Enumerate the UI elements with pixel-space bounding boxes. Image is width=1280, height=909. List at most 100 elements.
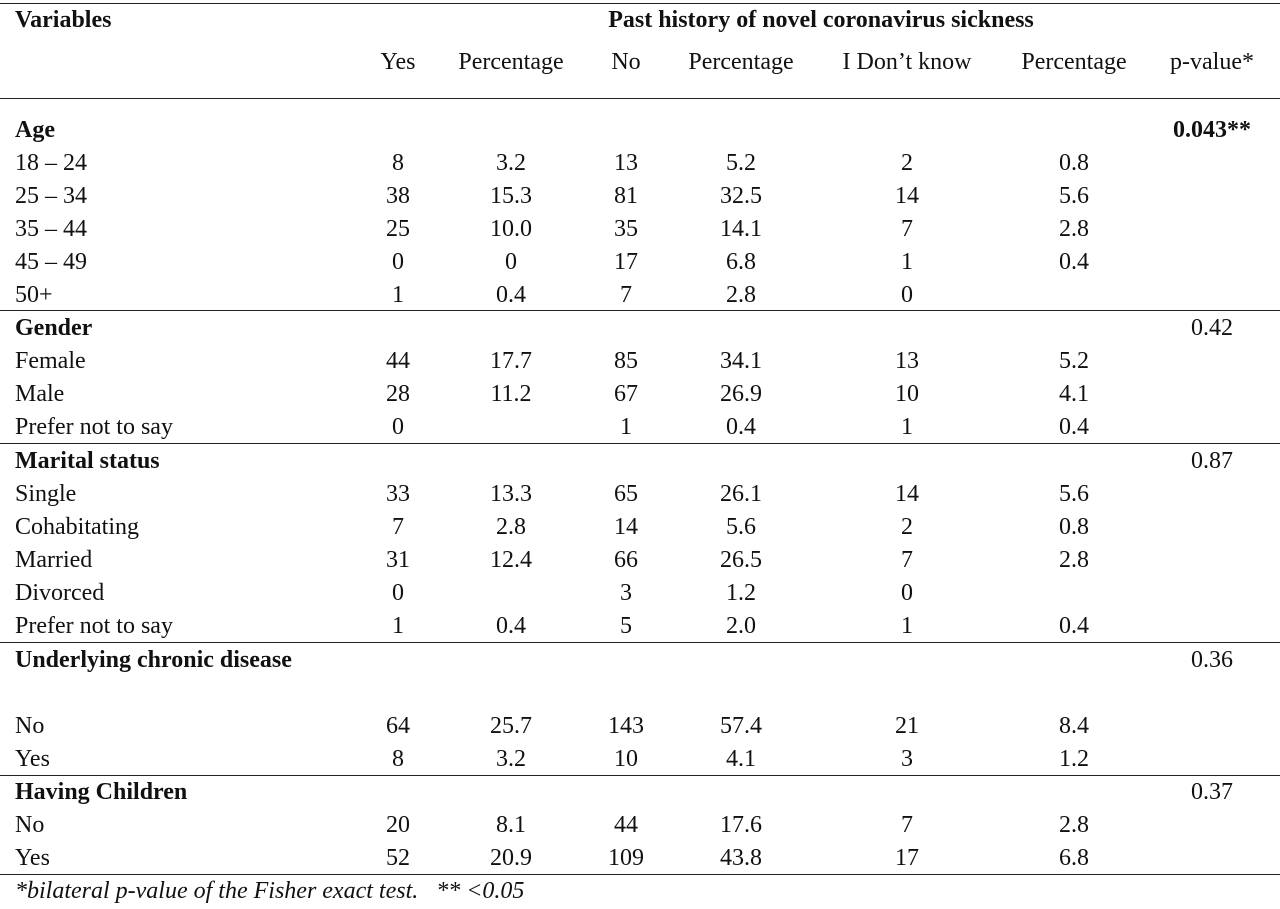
- table-cell: 17.7: [490, 348, 532, 374]
- table-cell: 2: [901, 514, 913, 540]
- table-cell: 8.4: [1059, 713, 1089, 739]
- table-cell: 1: [901, 249, 913, 275]
- table-cell: 67: [614, 381, 638, 407]
- table-footnote: *bilateral p-value of the Fisher exact t…: [15, 878, 525, 904]
- table-cell: 66: [614, 547, 638, 573]
- table-cell: 31: [386, 547, 410, 573]
- p-value: 0.37: [1191, 779, 1233, 805]
- row-label: 35 – 44: [15, 216, 87, 242]
- table-cell: 26.1: [720, 481, 762, 507]
- table-cell: 109: [608, 845, 644, 871]
- group-header: Past history of novel coronavirus sickne…: [608, 7, 1034, 33]
- table-cell: 17: [614, 249, 638, 275]
- table-cell: 10: [614, 746, 638, 772]
- table-cell: 7: [901, 547, 913, 573]
- table-cell: 6.8: [1059, 845, 1089, 871]
- table-cell: 13: [895, 348, 919, 374]
- table-cell: 0.4: [1059, 414, 1089, 440]
- section-title: Marital status: [15, 448, 160, 474]
- table-cell: 2.8: [1059, 547, 1089, 573]
- table-cell: 65: [614, 481, 638, 507]
- table-cell: 10: [895, 381, 919, 407]
- row-label: 25 – 34: [15, 183, 87, 209]
- table-cell: 52: [386, 845, 410, 871]
- table-cell: 3: [620, 580, 632, 606]
- table-cell: 8.1: [496, 812, 526, 838]
- table-cell: 4.1: [1059, 381, 1089, 407]
- column-header: Percentage: [688, 49, 794, 75]
- table-cell: 2.8: [1059, 812, 1089, 838]
- table-cell: 34.1: [720, 348, 762, 374]
- section-title: Age: [15, 117, 55, 143]
- row-label: Married: [15, 547, 93, 573]
- table-cell: 10.0: [490, 216, 532, 242]
- table-cell: 3.2: [496, 746, 526, 772]
- table-cell: 0: [901, 282, 913, 308]
- table-cell: 2.8: [1059, 216, 1089, 242]
- table-cell: 5: [620, 613, 632, 639]
- column-header: p-value*: [1170, 49, 1254, 75]
- table-cell: 0.4: [1059, 613, 1089, 639]
- table-cell: 5.6: [726, 514, 756, 540]
- table-cell: 38: [386, 183, 410, 209]
- table-cell: 7: [901, 812, 913, 838]
- table-cell: 0: [392, 414, 404, 440]
- table-cell: 1: [901, 613, 913, 639]
- table-cell: 8: [392, 150, 404, 176]
- column-header: Percentage: [1021, 49, 1127, 75]
- table-cell: 15.3: [490, 183, 532, 209]
- table-cell: 3.2: [496, 150, 526, 176]
- table-cell: 21: [895, 713, 919, 739]
- table-cell: 5.6: [1059, 481, 1089, 507]
- table-cell: 1: [392, 282, 404, 308]
- table-cell: 85: [614, 348, 638, 374]
- table-cell: 2.0: [726, 613, 756, 639]
- table-cell: 25.7: [490, 713, 532, 739]
- table-cell: 64: [386, 713, 410, 739]
- table-cell: 2.8: [726, 282, 756, 308]
- table-cell: 25: [386, 216, 410, 242]
- table-rule: [0, 98, 1280, 99]
- row-label: Divorced: [15, 580, 105, 606]
- table-cell: 0: [901, 580, 913, 606]
- table-rule: [0, 874, 1280, 875]
- variables-header: Variables: [15, 7, 112, 33]
- table-cell: 2: [901, 150, 913, 176]
- table-cell: 3: [901, 746, 913, 772]
- row-label: Single: [15, 481, 77, 507]
- table-cell: 7: [901, 216, 913, 242]
- row-label: 45 – 49: [15, 249, 87, 275]
- row-label: Female: [15, 348, 86, 374]
- table-rule: [0, 310, 1280, 311]
- table-cell: 44: [614, 812, 638, 838]
- table-cell: 14: [895, 481, 919, 507]
- table-cell: 43.8: [720, 845, 762, 871]
- p-value: 0.42: [1191, 315, 1233, 341]
- table-cell: 0: [392, 580, 404, 606]
- table-cell: 57.4: [720, 713, 762, 739]
- table-cell: 0.4: [726, 414, 756, 440]
- table-cell: 33: [386, 481, 410, 507]
- table-cell: 0: [392, 249, 404, 275]
- row-label: 18 – 24: [15, 150, 87, 176]
- row-label: Cohabitating: [15, 514, 139, 540]
- table-cell: 44: [386, 348, 410, 374]
- table-cell: 6.8: [726, 249, 756, 275]
- section-title: Gender: [15, 315, 93, 341]
- table-cell: 20: [386, 812, 410, 838]
- table-cell: 0.8: [1059, 150, 1089, 176]
- table-cell: 14: [895, 183, 919, 209]
- table-cell: 14: [614, 514, 638, 540]
- column-header: I Don’t know: [842, 49, 972, 75]
- table-cell: 20.9: [490, 845, 532, 871]
- table-cell: 13: [614, 150, 638, 176]
- table-rule: [0, 775, 1280, 776]
- table-rule: [0, 3, 1280, 4]
- table-cell: 0.4: [496, 613, 526, 639]
- table-cell: 32.5: [720, 183, 762, 209]
- row-label: No: [15, 812, 45, 838]
- row-label: Male: [15, 381, 65, 407]
- p-value: 0.87: [1191, 448, 1233, 474]
- table-cell: 26.5: [720, 547, 762, 573]
- table-cell: 1: [392, 613, 404, 639]
